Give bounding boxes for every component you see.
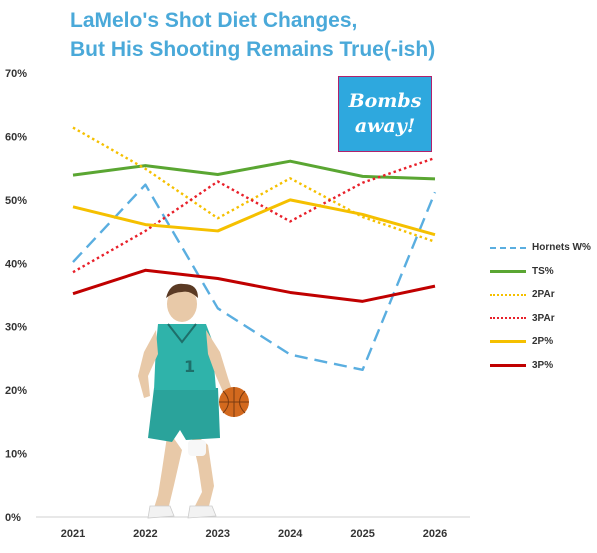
legend-item: 3P% xyxy=(490,354,595,378)
x-tick-label: 2023 xyxy=(206,528,230,540)
bombs-away-callout: Bombs away! xyxy=(338,76,432,152)
legend-item: 3PAr xyxy=(490,307,595,331)
title-line-1: LaMelo's Shot Diet Changes, xyxy=(70,9,358,32)
svg-text:1: 1 xyxy=(184,357,195,376)
callout-text: Bombs away! xyxy=(348,90,422,137)
x-axis: 2021 2022 2023 2024 2025 2026 xyxy=(61,528,447,540)
y-tick-label: 50% xyxy=(5,195,27,207)
legend-swatch xyxy=(490,317,526,320)
legend-label: Hornets W% xyxy=(532,242,591,254)
player-photo: 1 xyxy=(138,283,249,519)
legend-swatch xyxy=(490,293,526,296)
legend-swatch xyxy=(490,269,526,273)
legend-swatch xyxy=(490,363,526,367)
legend-item: TS% xyxy=(490,260,595,284)
series-line-ts xyxy=(72,159,436,181)
y-axis: 0% 10% 20% 30% 40% 50% 60% 70% xyxy=(5,68,27,524)
series-line-hornets-w xyxy=(72,183,437,372)
y-tick-label: 60% xyxy=(5,131,27,143)
legend-item: 2PAr xyxy=(490,283,595,307)
y-tick-label: 30% xyxy=(5,322,27,334)
y-tick-label: 10% xyxy=(5,449,27,461)
legend-label: TS% xyxy=(532,265,554,277)
x-tick-label: 2026 xyxy=(423,528,447,540)
legend-item: 2P% xyxy=(490,330,595,354)
x-tick-label: 2022 xyxy=(133,528,157,540)
x-tick-label: 2024 xyxy=(278,528,303,540)
legend-label: 2P% xyxy=(532,336,554,348)
x-tick-label: 2021 xyxy=(61,528,85,540)
legend-label: 2PAr xyxy=(532,289,555,301)
title-line-2: But His Shooting Remains True(-ish) xyxy=(70,38,436,61)
series-line-2p xyxy=(72,198,436,237)
legend-item: Hornets W% xyxy=(490,236,595,260)
y-tick-label: 70% xyxy=(5,68,27,80)
legend: Hornets W% TS% 2PAr 3PAr 2P% 3P% xyxy=(490,236,595,377)
x-tick-label: 2025 xyxy=(350,528,374,540)
y-tick-label: 20% xyxy=(5,385,27,397)
series-line-3par xyxy=(72,156,436,274)
y-tick-label: 40% xyxy=(5,258,27,270)
legend-label: 3P% xyxy=(532,359,554,371)
y-tick-label: 0% xyxy=(5,512,21,524)
series-line-2par xyxy=(72,126,436,243)
series-line-3p xyxy=(72,268,436,303)
legend-swatch xyxy=(490,246,526,249)
series-lines xyxy=(72,126,437,372)
legend-label: 3PAr xyxy=(532,312,555,324)
legend-swatch xyxy=(490,340,526,344)
chart-title: LaMelo's Shot Diet Changes, But His Shoo… xyxy=(70,6,470,64)
